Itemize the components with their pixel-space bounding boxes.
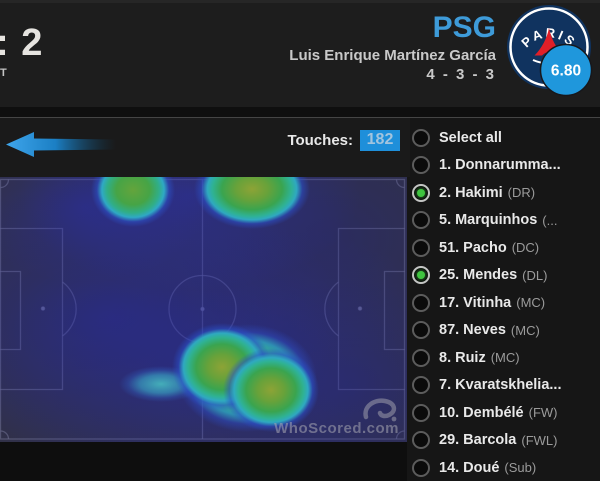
player-row[interactable]: 87. Neves (MC)	[412, 317, 600, 345]
player-position: (...	[542, 212, 558, 228]
player-row[interactable]: 7. Kvaratskhelia...	[412, 372, 600, 400]
back-arrow-icon[interactable]	[6, 131, 118, 158]
player-row[interactable]: 10. Dembélé (FW)	[412, 399, 600, 427]
rating-badge: 6.80	[539, 43, 593, 97]
player-radio[interactable]	[412, 266, 430, 285]
player-position: (DR)	[507, 185, 536, 201]
player-position: (DL)	[522, 267, 548, 283]
player-name: Mendes	[463, 267, 518, 284]
player-name: Hakimi	[455, 184, 503, 201]
whoscored-logo-icon	[363, 398, 397, 422]
player-name: Marquinhos	[455, 212, 538, 229]
player-name: Donnarumma...	[455, 157, 561, 174]
player-row[interactable]: 29. Barcola (FWL)	[412, 427, 600, 455]
player-radio[interactable]	[412, 348, 430, 367]
player-position: (FWL)	[521, 432, 558, 448]
header-divider	[0, 107, 600, 118]
team-block: PSG Luis Enrique Martínez García 4 - 3 -…	[289, 11, 496, 84]
heat-hotspot	[223, 348, 319, 432]
heat-hotspot	[91, 177, 175, 227]
top-strip	[0, 0, 600, 3]
player-number: 25.	[439, 267, 460, 284]
heatmap-pitch: WhoScored.com	[0, 177, 407, 442]
controls-row: Touches: 182	[0, 118, 410, 177]
player-number: 5.	[439, 212, 452, 229]
player-row[interactable]: 25. Mendes (DL)	[412, 262, 600, 290]
player-row[interactable]: 1. Donnarumma...	[412, 152, 600, 180]
touches-label: Touches:	[287, 132, 353, 149]
formation: 4 - 3 - 3	[426, 66, 496, 83]
player-position: (DC)	[511, 240, 540, 256]
player-radio[interactable]	[412, 238, 430, 257]
svg-text:6.80: 6.80	[551, 63, 581, 80]
player-row[interactable]: Select all	[412, 124, 600, 152]
touches-counter: Touches: 182	[287, 130, 400, 151]
player-radio[interactable]	[412, 321, 430, 340]
heat-hotspots	[0, 177, 407, 442]
player-number: 14.	[439, 459, 460, 476]
player-radio[interactable]	[412, 376, 430, 395]
player-number: 17.	[439, 294, 460, 311]
player-number: 10.	[439, 404, 460, 421]
player-position: (Sub)	[504, 460, 537, 476]
period-indicator: T	[0, 67, 7, 79]
player-name: Doué	[463, 459, 500, 476]
match-header: : 2 T PSG Luis Enrique Martínez García 4…	[0, 0, 600, 107]
player-radio[interactable]	[412, 183, 430, 202]
player-name: Neves	[463, 322, 506, 339]
player-position: (MC)	[516, 295, 546, 311]
player-number: 51.	[439, 239, 460, 256]
player-position: (FW)	[528, 405, 558, 421]
player-name: Ruiz	[455, 349, 486, 366]
player-row[interactable]: 5. Marquinhos (...	[412, 207, 600, 235]
player-number: 1.	[439, 157, 452, 174]
player-row[interactable]: 8. Ruiz (MC)	[412, 344, 600, 372]
touches-value-badge: 182	[360, 130, 400, 151]
player-radio[interactable]	[412, 293, 430, 312]
player-row[interactable]: 2. Hakimi (DR)	[412, 179, 600, 207]
player-list: Select all 1. Donnarumma... 2. Hakimi (D…	[412, 124, 600, 481]
player-radio[interactable]	[412, 458, 430, 477]
player-name: Select all	[439, 129, 502, 146]
player-position: (MC)	[510, 322, 540, 338]
player-row[interactable]: 14. Doué (Sub)	[412, 454, 600, 481]
player-number: 87.	[439, 322, 460, 339]
player-name: Dembélé	[463, 404, 524, 421]
player-number: 2.	[439, 184, 452, 201]
player-row[interactable]: 51. Pacho (DC)	[412, 234, 600, 262]
below-pitch-strip	[0, 442, 407, 481]
player-name: Pacho	[463, 239, 507, 256]
player-radio[interactable]	[412, 403, 430, 422]
player-number: 8.	[439, 349, 452, 366]
manager-name: Luis Enrique Martínez García	[289, 47, 496, 64]
heat-hotspot	[194, 177, 310, 229]
club-crest-area: PARIS 6.80	[502, 2, 598, 102]
player-number: 7.	[439, 377, 452, 394]
player-radio[interactable]	[412, 156, 430, 175]
player-name: Vitinha	[463, 294, 512, 311]
player-name: Barcola	[463, 432, 517, 449]
team-name[interactable]: PSG	[432, 11, 496, 44]
player-number: 29.	[439, 432, 460, 449]
score-fragment: : 2	[0, 22, 44, 64]
player-row[interactable]: 17. Vitinha (MC)	[412, 289, 600, 317]
player-name: Kvaratskhelia...	[455, 377, 562, 394]
player-position: (MC)	[490, 350, 520, 366]
whoscored-watermark: WhoScored.com	[274, 420, 399, 437]
player-radio[interactable]	[412, 128, 430, 147]
psg-crest-icon: PARIS 6.80	[507, 5, 593, 97]
player-radio[interactable]	[412, 211, 430, 230]
player-radio[interactable]	[412, 431, 430, 450]
